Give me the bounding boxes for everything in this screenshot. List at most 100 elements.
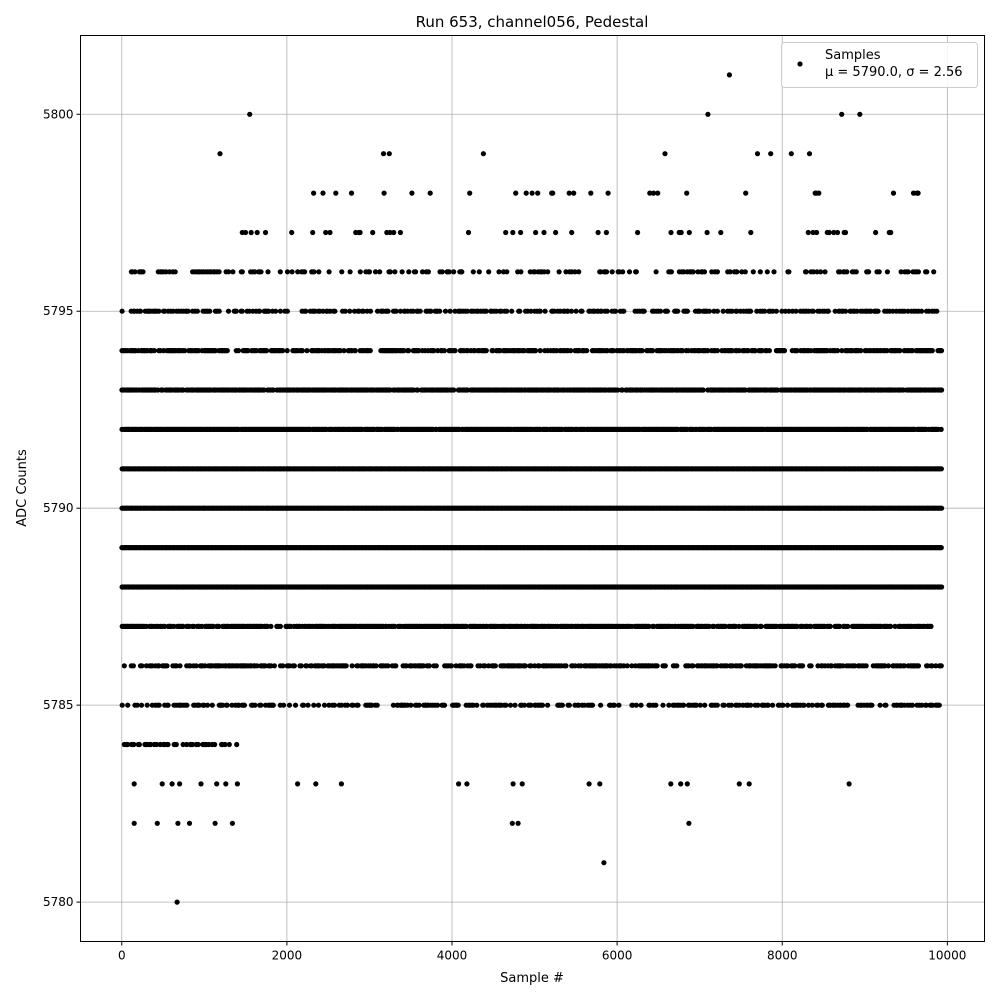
data-point: [492, 663, 498, 669]
data-point: [435, 702, 441, 708]
data-point: [461, 663, 467, 669]
data-point: [845, 702, 851, 708]
data-point: [184, 702, 190, 708]
data-point: [196, 702, 202, 708]
data-point: [343, 663, 349, 669]
data-point: [915, 663, 922, 669]
data-point: [770, 702, 776, 708]
data-point: [885, 663, 892, 669]
data-point: [938, 663, 944, 669]
data-point: [204, 702, 211, 708]
data-point: [268, 623, 274, 630]
data-point: [616, 702, 622, 708]
data-point: [559, 702, 566, 708]
data-point: [828, 663, 835, 669]
data-point: [536, 663, 542, 669]
data-point: [714, 702, 720, 708]
data-point: [234, 741, 240, 748]
data-point: [728, 702, 735, 708]
data-point: [280, 663, 286, 669]
data-point: [545, 702, 551, 708]
data-point: [408, 702, 414, 708]
data-point: [939, 584, 945, 590]
data-point: [241, 702, 247, 708]
data-point: [653, 702, 659, 708]
data-point: [292, 702, 299, 708]
data-point: [611, 702, 618, 708]
data-point: [374, 702, 380, 708]
data-point: [177, 663, 183, 669]
data-point: [271, 663, 277, 669]
data-point: [638, 702, 644, 708]
data-point: [119, 702, 125, 708]
data-point: [929, 663, 935, 669]
data-point: [156, 702, 162, 708]
data-point: [355, 702, 361, 708]
data-point: [291, 663, 297, 669]
data-point: [301, 702, 307, 708]
data-point: [154, 741, 160, 748]
data-point: [212, 741, 218, 748]
data-point: [286, 702, 293, 708]
data-point: [125, 702, 131, 708]
data-point: [566, 702, 573, 708]
data-point: [455, 702, 461, 708]
data-point: [702, 702, 708, 708]
data-point: [270, 702, 276, 708]
data-point: [164, 663, 170, 669]
data-point: [938, 466, 945, 472]
data-point: [156, 663, 162, 669]
data-point: [338, 702, 345, 708]
data-point: [646, 623, 652, 630]
data-point: [528, 663, 534, 669]
data-point: [928, 623, 934, 630]
data-point: [877, 702, 883, 708]
data-point: [474, 702, 480, 708]
data-point: [755, 702, 761, 708]
data-point: [780, 702, 786, 708]
data-point: [165, 741, 171, 748]
data-point: [332, 702, 338, 708]
data-point: [837, 623, 843, 630]
data-point: [662, 663, 668, 669]
data-point: [222, 741, 228, 748]
data-point: [180, 741, 186, 748]
data-point: [852, 663, 858, 669]
data-point: [173, 663, 179, 669]
data-point: [393, 663, 399, 669]
data-point: [923, 702, 929, 708]
data-point: [785, 702, 791, 708]
data-point: [800, 663, 806, 669]
data-point: [892, 623, 898, 630]
data-point: [298, 663, 304, 669]
data-point: [808, 623, 814, 630]
data-point: [311, 702, 317, 708]
data-point: [441, 702, 448, 708]
data-point: [693, 702, 700, 708]
data-point: [173, 741, 179, 748]
data-point: [138, 702, 145, 708]
data-point: [180, 623, 186, 630]
data-point: [193, 663, 199, 669]
data-point: [758, 623, 764, 630]
data-point: [165, 702, 171, 708]
data-point: [209, 702, 215, 708]
data-point: [938, 545, 944, 551]
data-point: [690, 663, 696, 669]
data-point: [416, 702, 422, 708]
data-point: [888, 623, 894, 630]
data-point: [827, 623, 833, 630]
data-point: [738, 663, 744, 669]
data-point: [507, 702, 514, 708]
data-point: [754, 623, 760, 630]
data-point: [426, 663, 432, 669]
data-point: [936, 702, 942, 708]
data-point: [785, 663, 791, 669]
data-point: [933, 663, 939, 669]
data-point: [350, 702, 356, 708]
data-point: [598, 702, 604, 708]
data-point: [216, 623, 222, 630]
data-point: [654, 663, 660, 669]
